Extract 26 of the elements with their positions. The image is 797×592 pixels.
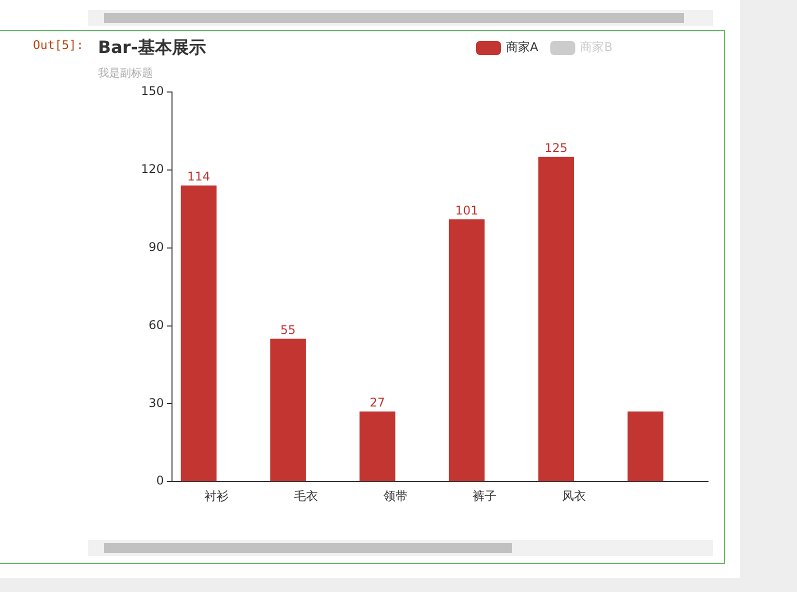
- bar: [180, 186, 217, 482]
- x-tick-label: 裤子: [472, 488, 497, 503]
- data-label: 27: [370, 396, 386, 410]
- chart-subtitle: 我是副标题: [98, 66, 153, 80]
- bar: [628, 411, 664, 482]
- x-tick-label: 衬衫: [204, 488, 229, 503]
- chart-title: Bar-基本展示: [98, 38, 206, 58]
- y-tick-label: 60: [148, 318, 164, 332]
- y-tick-label: 90: [148, 240, 164, 254]
- legend-label: 商家A: [506, 40, 539, 54]
- data-label: 125: [544, 141, 568, 156]
- data-label: 101: [455, 203, 478, 218]
- y-tick-label: 30: [148, 396, 164, 410]
- y-tick-label: 0: [156, 474, 164, 488]
- text: Out[5]:: [33, 38, 84, 52]
- data-label: 114: [187, 170, 210, 184]
- bar: [270, 338, 306, 482]
- x-tick-label: 风衣: [562, 488, 586, 503]
- data-label: 55: [280, 322, 296, 337]
- x-tick-label: 领带: [383, 488, 408, 503]
- bar: [538, 156, 574, 482]
- y-tick-label: 150: [141, 84, 164, 98]
- y-tick-label: 120: [141, 162, 164, 176]
- bar: [360, 411, 396, 482]
- x-tick-label: 毛衣: [294, 488, 318, 503]
- bar: [448, 219, 485, 482]
